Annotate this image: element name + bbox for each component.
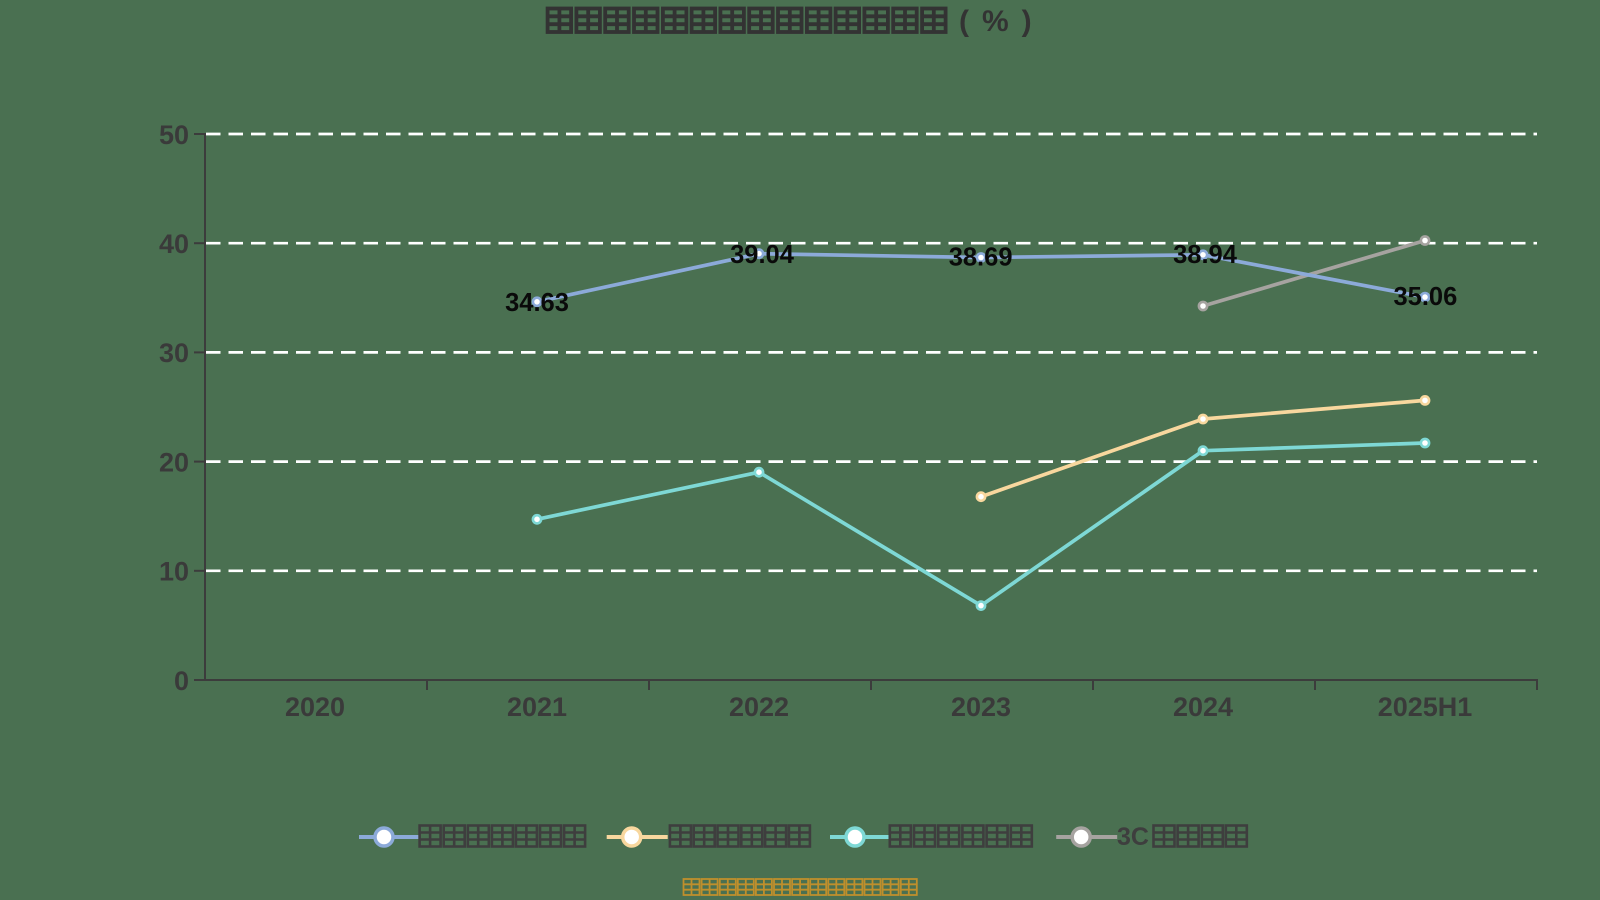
svg-text:30: 30 <box>159 338 189 368</box>
svg-text:2023: 2023 <box>951 692 1011 722</box>
svg-text:20: 20 <box>159 447 189 477</box>
svg-text:2022: 2022 <box>729 692 789 722</box>
svg-text:(%): (%) <box>959 5 1045 38</box>
svg-text:3C: 3C <box>1117 823 1149 851</box>
svg-text:38.69: 38.69 <box>949 243 1013 271</box>
svg-text:39.04: 39.04 <box>730 241 795 269</box>
svg-text:35.06: 35.06 <box>1393 283 1457 311</box>
svg-text:2021: 2021 <box>507 692 567 722</box>
svg-text:0: 0 <box>174 666 189 696</box>
svg-text:2024: 2024 <box>1173 692 1233 722</box>
svg-text:2020: 2020 <box>285 692 345 722</box>
svg-text:40: 40 <box>159 229 189 259</box>
svg-text:2025H1: 2025H1 <box>1378 692 1473 722</box>
svg-text:10: 10 <box>159 557 189 587</box>
svg-text:38.94: 38.94 <box>1173 241 1238 269</box>
svg-text:34.63: 34.63 <box>505 289 569 317</box>
svg-text:50: 50 <box>159 120 189 150</box>
